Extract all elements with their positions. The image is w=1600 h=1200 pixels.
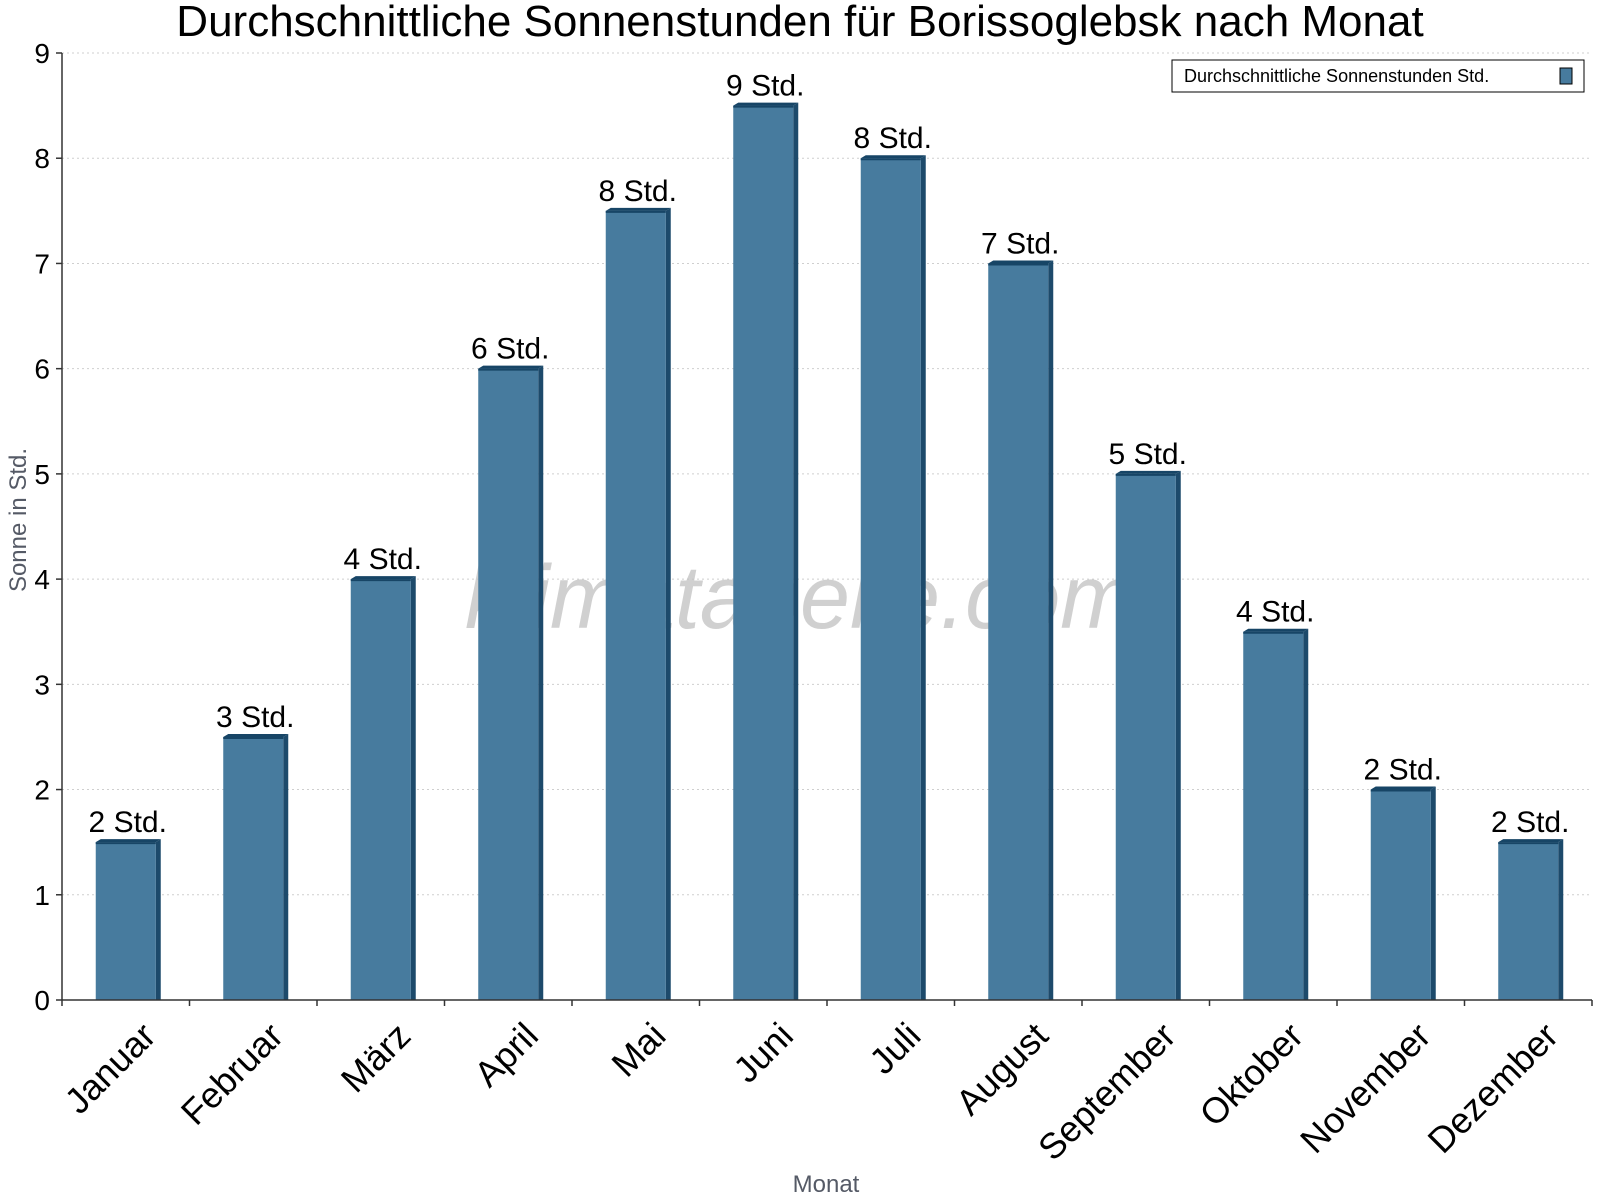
data-label: 4 Std. (344, 543, 422, 576)
data-label: 7 Std. (981, 227, 1059, 260)
data-label: 9 Std. (726, 70, 804, 103)
data-label: 4 Std. (1236, 596, 1314, 629)
bar-side (538, 365, 544, 1001)
data-label: 5 Std. (1109, 438, 1187, 471)
bar-top (860, 155, 926, 159)
bar-side (1303, 628, 1309, 1000)
x-tick-label: Dezember (1419, 1015, 1565, 1161)
bars (95, 102, 1564, 1001)
bar (478, 368, 539, 1001)
x-axis-label: Monat (793, 1171, 860, 1198)
legend-label: Durchschnittliche Sonnenstunden Std. (1184, 66, 1489, 86)
bar (350, 579, 411, 1000)
bar-top (1243, 628, 1309, 632)
data-labels: 2 Std. 3 Std. 4 Std. 6 Std. 8 Std. 9 Std. 8 St… (89, 70, 1570, 840)
x-tick-label: November (1292, 1015, 1438, 1161)
x-tick-label: August (948, 1015, 1056, 1123)
bar-side (920, 155, 926, 1000)
bar (605, 210, 666, 1001)
chart-title: Durchschnittliche Sonnenstunden für Bori… (176, 0, 1423, 46)
bar-top (1370, 786, 1436, 790)
x-tick-label: März (333, 1015, 419, 1101)
bar-top (733, 102, 799, 106)
bar-top (1498, 839, 1564, 843)
y-tick-label: 2 (34, 775, 50, 806)
y-tick-label: 9 (34, 38, 50, 69)
bar-side (665, 207, 671, 1001)
bar-side (793, 102, 799, 1001)
bar (988, 263, 1049, 1000)
bar-top (223, 733, 289, 737)
bar (1498, 842, 1559, 1000)
data-label: 6 Std. (471, 333, 549, 366)
bar-side (1175, 470, 1181, 1000)
bar (223, 736, 284, 1000)
x-tick-label: Mai (603, 1015, 673, 1085)
y-tick-label: 3 (34, 669, 50, 700)
y-tick-label: 6 (34, 354, 50, 385)
bar-top (478, 365, 544, 369)
x-tick-label: Oktober (1191, 1015, 1311, 1135)
bar (733, 105, 794, 1001)
x-tick-label: Juli (861, 1015, 928, 1082)
y-tick-label: 1 (34, 880, 50, 911)
x-tick-label: April (466, 1015, 546, 1095)
gridlines (62, 52, 1592, 896)
data-label: 3 Std. (216, 701, 294, 734)
data-label: 2 Std. (89, 806, 167, 839)
bar-top (95, 839, 161, 843)
x-tick-label: Februar (173, 1015, 291, 1133)
data-label: 2 Std. (1364, 754, 1442, 787)
bar (860, 158, 921, 1000)
bar-side (1430, 786, 1436, 1000)
bar-side (283, 733, 289, 1000)
y-tick-label: 4 (34, 564, 50, 595)
bar (1115, 473, 1176, 1000)
x-tick-label: September (1030, 1015, 1184, 1169)
y-tick-label: 5 (34, 459, 50, 490)
y-tick-label: 8 (34, 143, 50, 174)
bar-top (350, 576, 416, 580)
bar-side (155, 839, 161, 1000)
data-label: 8 Std. (599, 175, 677, 208)
bar-top (1115, 470, 1181, 474)
data-label: 2 Std. (1491, 806, 1569, 839)
bar-top (988, 260, 1054, 264)
bar-top (605, 207, 671, 211)
bar-side (1558, 839, 1564, 1000)
bar (1370, 789, 1431, 1000)
x-tick-label: Januar (57, 1015, 164, 1122)
x-tick-label: Juni (725, 1015, 801, 1091)
bar-side (410, 576, 416, 1000)
bar-side (1048, 260, 1054, 1000)
legend-box (1171, 59, 1585, 93)
y-tick-label: 0 (34, 985, 50, 1016)
y-tick-label: 7 (34, 248, 50, 279)
y-axis-label: Sonne in Std. (5, 448, 32, 592)
bar (1243, 631, 1304, 1000)
bar (95, 842, 156, 1000)
legend: Durchschnittliche Sonnenstunden Std. (1171, 59, 1585, 93)
data-label: 8 Std. (854, 122, 932, 155)
legend-swatch (1559, 67, 1573, 85)
